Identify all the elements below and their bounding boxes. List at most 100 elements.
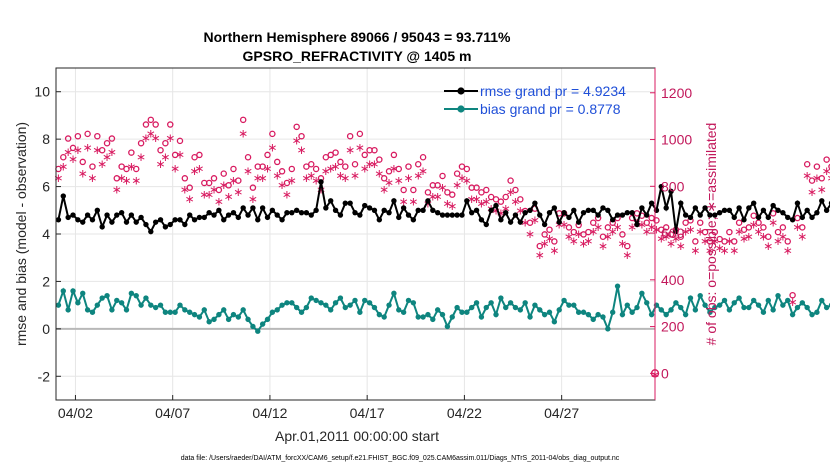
bias-point [746, 304, 752, 311]
possible-obs-point [108, 135, 116, 142]
y-tick-label: 8 [42, 131, 50, 147]
assimilated-obs-point: ∗ [506, 185, 516, 199]
assimilated-obs-point: ∗ [476, 197, 486, 211]
rmse-point [434, 209, 441, 216]
assimilated-obs-point: ∗ [574, 227, 584, 241]
possible-obs-point [585, 228, 592, 236]
bias-point [819, 297, 825, 304]
bias-point [123, 307, 130, 313]
possible-obs-point [444, 189, 451, 196]
possible-obs-point [526, 219, 534, 226]
bias-point [682, 311, 689, 318]
assimilated-obs-point: ∗ [403, 171, 413, 185]
rmse-point [230, 209, 237, 216]
legend-rmse-label: rmse grand pr = 4.9234 [480, 83, 626, 99]
bias-point [546, 309, 553, 315]
bias-point [493, 311, 499, 318]
assimilated-obs-point: ∗ [292, 134, 302, 148]
bias-point [639, 290, 645, 296]
chart-title-line1: Northern Hemisphere 89066 / 95043 = 93.7… [203, 29, 511, 45]
rmse-point [444, 212, 451, 218]
possible-obs-point [147, 116, 155, 124]
rmse-point [303, 209, 310, 216]
assimilated-obs-point: ∗ [194, 162, 204, 176]
rmse-point [289, 209, 295, 216]
bias-point [259, 321, 266, 327]
rmse-point [566, 214, 572, 221]
bias-point [410, 300, 417, 306]
bias-point [449, 314, 455, 320]
assimilated-obs-point: ∗ [788, 295, 798, 309]
assimilated-obs-point: ∗ [384, 176, 394, 190]
rmse-point [682, 212, 689, 218]
assimilated-obs-point: ∗ [754, 225, 764, 239]
possible-obs-point [799, 224, 806, 231]
bias-point [522, 300, 528, 306]
assimilated-obs-point: ∗ [578, 236, 588, 250]
possible-obs-point [239, 116, 247, 124]
possible-obs-point [157, 146, 164, 154]
rmse-point [595, 212, 601, 218]
possible-obs-point [434, 182, 441, 189]
y-tick-label: 2 [42, 273, 50, 289]
rmse-point [483, 221, 489, 228]
assimilated-obs-point: ∗ [690, 243, 700, 257]
assimilated-obs-point: ∗ [180, 183, 190, 197]
rmse-point [99, 224, 105, 230]
bias-point [55, 302, 62, 308]
possible-obs-point [196, 151, 203, 159]
rmse-point [211, 212, 217, 218]
possible-obs-point [103, 139, 111, 147]
bias-point [629, 309, 635, 315]
possible-obs-point [380, 175, 388, 182]
bias-point [687, 295, 694, 301]
obs-layer: ∗∗∗∗∗∗∗∗∗∗∗∗∗∗∗∗∗∗∗∗∗∗∗∗∗∗∗∗∗∗∗∗∗∗∗∗∗∗∗∗… [53, 116, 830, 309]
x-ticks: 04/02 04/07 04/12 04/17 04/22 04/27 [58, 395, 579, 421]
rmse-point [517, 219, 524, 225]
bias-point [143, 295, 149, 301]
assimilated-obs-point: ∗ [802, 169, 812, 183]
bias-point [434, 307, 441, 313]
rmse-point [556, 219, 562, 225]
rmse-point [658, 183, 665, 190]
possible-obs-point [716, 235, 723, 243]
possible-obs-point [137, 139, 145, 147]
possible-obs-point [536, 242, 544, 250]
bias-point [785, 297, 791, 304]
possible-obs-point [220, 170, 227, 177]
assimilated-obs-point: ∗ [501, 201, 511, 215]
bias-point [221, 307, 227, 313]
bias-point [527, 314, 533, 320]
bias-point [60, 288, 66, 294]
assimilated-obs-point: ∗ [141, 131, 151, 145]
assimilated-obs-point: ∗ [199, 187, 209, 201]
rmse-point [332, 207, 339, 213]
assimilated-obs-point: ∗ [282, 187, 292, 201]
bias-point [420, 314, 426, 320]
bias-point [269, 309, 276, 315]
rmse-point [644, 212, 650, 218]
assimilated-obs-point: ∗ [175, 148, 185, 162]
possible-obs-point [308, 161, 315, 168]
assimilated-obs-point: ∗ [671, 232, 681, 246]
possible-obs-point [648, 214, 655, 222]
x-tick-label: 04/02 [58, 405, 93, 421]
bias-point [89, 309, 96, 315]
bias-point [799, 300, 806, 306]
y-tick-label: -2 [38, 368, 51, 384]
rmse-point [318, 179, 324, 185]
bias-point [537, 307, 543, 313]
rmse-point [123, 219, 130, 225]
bias-point [517, 307, 524, 313]
rmse-point [770, 202, 776, 209]
rmse-point [580, 209, 587, 216]
assimilated-obs-point: ∗ [117, 171, 127, 185]
rmse-point [590, 207, 596, 213]
rmse-point [503, 209, 509, 216]
assimilated-obs-point: ∗ [583, 234, 593, 248]
assimilated-obs-point: ∗ [394, 173, 404, 187]
bias-point [464, 309, 470, 315]
bias-point [225, 316, 232, 323]
rmse-point [191, 217, 198, 223]
assimilated-obs-point: ∗ [491, 204, 501, 218]
